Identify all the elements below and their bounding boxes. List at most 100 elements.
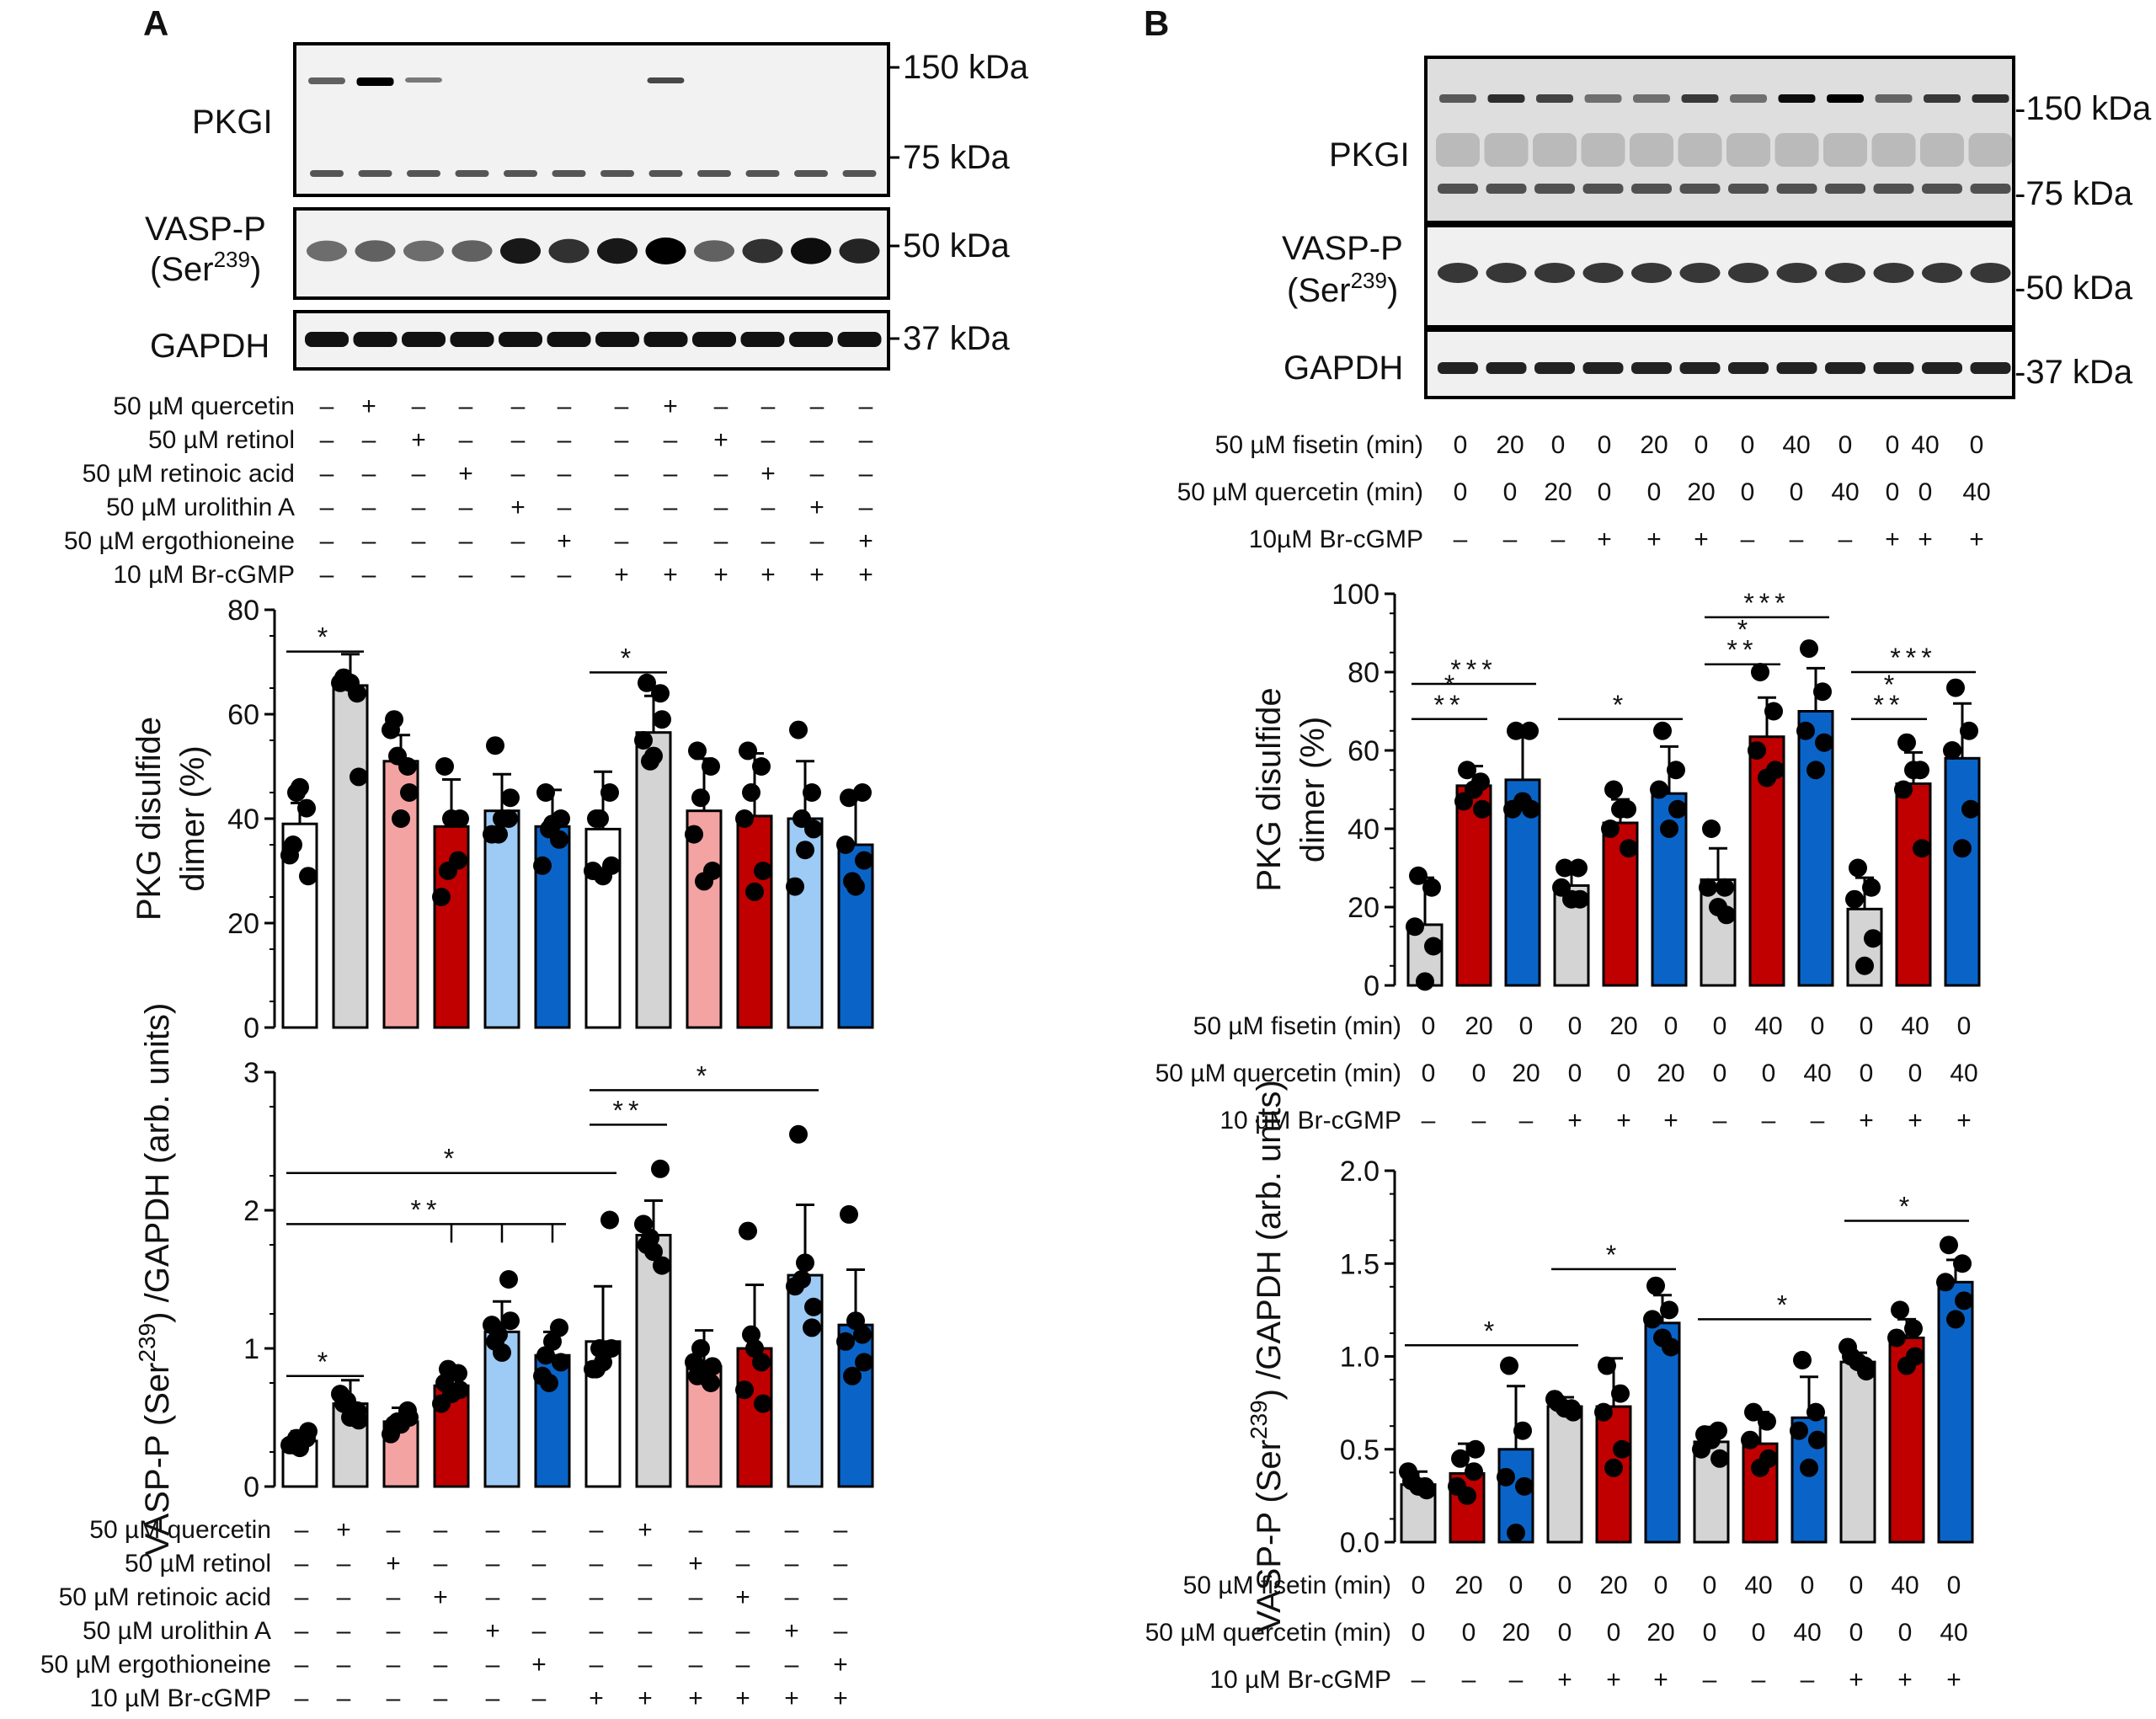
- treatment-cell: –: [664, 426, 678, 454]
- data-point: [1424, 937, 1443, 956]
- treatment-cell: 0: [1860, 1012, 1874, 1040]
- treatment-cell: 0: [1886, 478, 1900, 506]
- data-point: [552, 1353, 570, 1372]
- treatment-cell: –: [1551, 526, 1566, 553]
- treatment-cell: –: [295, 1550, 309, 1578]
- significance-label-2: *: [1884, 670, 1894, 700]
- treatment-cell: 20: [1687, 478, 1715, 506]
- data-point: [1709, 898, 1727, 916]
- treatment-cell: –: [834, 1516, 848, 1544]
- treatment-label: 50 µM urolithin A: [106, 494, 295, 521]
- treatment-cell: –: [320, 426, 334, 454]
- data-point: [590, 809, 609, 828]
- treatment-cell: 40: [1744, 1572, 1772, 1599]
- data-point: [1513, 1421, 1532, 1440]
- treatment-cell: –: [1762, 1107, 1776, 1134]
- data-point: [1515, 1476, 1534, 1496]
- blot-a-pkgi: [293, 42, 890, 197]
- data-point: [540, 819, 558, 839]
- data-point: [501, 1311, 520, 1331]
- treatment-cell: +: [1849, 1666, 1864, 1694]
- data-point: [1611, 799, 1630, 819]
- treatment-cell: 0: [1860, 1060, 1874, 1087]
- data-point: [536, 783, 555, 802]
- treatment-cell: –: [736, 1617, 750, 1645]
- treatment-cell: 40: [1782, 431, 1810, 459]
- treatment-cell: –: [615, 494, 629, 521]
- data-point: [1660, 819, 1678, 838]
- data-point: [1849, 1353, 1867, 1372]
- data-point: [1913, 839, 1931, 858]
- treatment-cell: 40: [1962, 478, 1990, 506]
- treatment-cell: +: [485, 1617, 500, 1645]
- treatment-cell: +: [784, 1684, 799, 1712]
- y-axis-label: VASP-P (Ser239) /GAPDH (arb. units): [1246, 1080, 1288, 1633]
- data-point: [594, 867, 612, 886]
- data-point: [685, 825, 703, 844]
- blot-b-marker: -75 kDa: [2015, 175, 2133, 212]
- treatment-cell: –: [714, 392, 728, 420]
- bar: [382, 760, 419, 1029]
- treatment-cell: –: [558, 426, 572, 454]
- treatment-cell: –: [337, 1684, 351, 1712]
- data-point: [1953, 1254, 1972, 1273]
- treatment-label: 50 µM quercetin (min): [1177, 478, 1423, 506]
- data-point: [1556, 1399, 1574, 1418]
- data-point: [287, 783, 306, 802]
- treatment-cell: –: [785, 1516, 799, 1544]
- treatment-cell: –: [486, 1550, 500, 1578]
- data-point: [499, 1270, 518, 1289]
- treatment-label: 10 µM Br-cGMP: [113, 561, 295, 589]
- data-point: [594, 1353, 612, 1372]
- y-tick-label: 3: [243, 1057, 259, 1089]
- data-point: [1764, 702, 1783, 721]
- y-tick-label: 60: [1348, 735, 1380, 767]
- data-point: [1862, 878, 1881, 897]
- treatment-cell: –: [1752, 1666, 1766, 1694]
- data-point: [299, 867, 318, 886]
- blot-a-marker: 37 kDa: [903, 320, 1010, 357]
- treatment-table: 50 µM fisetin (min) 0 20 0 0 20 0 0 40 0 0 40 050 µM…: [1177, 431, 1991, 553]
- chart-A1: 0 20 40 60 80 PKG disulfide dimer (%) * *: [131, 595, 874, 1044]
- treatment-cell: –: [320, 494, 334, 521]
- data-point: [1604, 1458, 1623, 1477]
- treatment-cell: 0: [1422, 1060, 1436, 1087]
- treatment-cell: +: [1646, 526, 1662, 553]
- treatment-cell: +: [1859, 1107, 1874, 1134]
- data-point: [1855, 956, 1874, 975]
- treatment-cell: 40: [1911, 431, 1939, 459]
- treatment-label: 50 µM ergothioneine: [40, 1651, 271, 1679]
- data-point: [1653, 1328, 1672, 1348]
- treatment-cell: +: [1663, 1107, 1678, 1134]
- treatment-cell: –: [337, 1583, 351, 1611]
- treatment-cell: +: [760, 561, 776, 589]
- data-point: [695, 872, 713, 891]
- data-point: [836, 1332, 855, 1351]
- treatment-cell: +: [1969, 526, 1984, 553]
- data-point: [1943, 741, 1961, 760]
- treatment-cell: +: [361, 392, 376, 420]
- treatment-cell: 40: [1803, 1060, 1831, 1087]
- y-tick-label: 80: [1348, 657, 1380, 689]
- data-point: [1601, 819, 1620, 838]
- treatment-cell: –: [1519, 1107, 1534, 1134]
- treatment-label: 50 µM quercetin: [89, 1516, 271, 1544]
- treatment-cell: 0: [1790, 478, 1804, 506]
- treatment-table: 50 µM fisetin (min) 0 20 0 0 20 0 0 40 0 0 40 050 µM…: [1145, 1572, 1968, 1694]
- data-point: [536, 1346, 555, 1365]
- treatment-cell: 0: [1503, 478, 1518, 506]
- blot-a-row-ser: (Ser239): [150, 247, 261, 288]
- bar: [635, 1234, 672, 1488]
- bar: [837, 843, 874, 1029]
- data-point: [634, 731, 653, 750]
- data-point: [1838, 1337, 1857, 1357]
- treatment-cell: +: [638, 1516, 653, 1544]
- treatment-cell: +: [1897, 1666, 1913, 1694]
- treatment-cell: 20: [1454, 1572, 1482, 1599]
- y-tick-label: 1.0: [1340, 1342, 1380, 1374]
- treatment-cell: –: [859, 494, 873, 521]
- treatment-cell: –: [486, 1651, 500, 1679]
- treatment-cell: –: [558, 561, 572, 589]
- data-point: [1702, 819, 1721, 838]
- treatment-cell: –: [412, 460, 426, 488]
